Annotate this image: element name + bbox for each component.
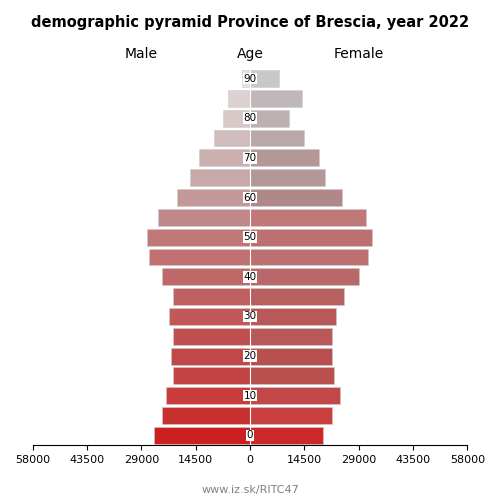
Text: 20: 20: [244, 351, 256, 361]
Bar: [162, 407, 250, 424]
Bar: [173, 368, 250, 384]
Bar: [250, 308, 336, 325]
Bar: [250, 189, 342, 206]
Bar: [170, 308, 250, 325]
Bar: [172, 348, 250, 364]
Bar: [228, 90, 250, 107]
Bar: [242, 70, 250, 87]
Bar: [177, 189, 250, 206]
Bar: [149, 248, 250, 266]
Bar: [250, 427, 323, 444]
Text: 0: 0: [247, 430, 254, 440]
Text: www.iz.sk/RITC47: www.iz.sk/RITC47: [201, 485, 299, 495]
Text: 60: 60: [244, 192, 256, 202]
Text: 10: 10: [244, 390, 256, 400]
Bar: [250, 268, 358, 285]
Bar: [250, 228, 372, 246]
Bar: [173, 328, 250, 344]
Bar: [162, 268, 250, 285]
Text: 30: 30: [244, 312, 256, 322]
Bar: [154, 427, 250, 444]
Bar: [250, 90, 302, 107]
Bar: [166, 388, 250, 404]
Bar: [250, 407, 332, 424]
Title: demographic pyramid Province of Brescia, year 2022: demographic pyramid Province of Brescia,…: [31, 15, 469, 30]
Bar: [250, 248, 368, 266]
Text: 40: 40: [244, 272, 256, 282]
Bar: [158, 209, 250, 226]
Bar: [147, 228, 250, 246]
Bar: [250, 70, 279, 87]
Bar: [250, 209, 366, 226]
Text: 90: 90: [244, 74, 256, 84]
Bar: [250, 348, 332, 364]
Bar: [223, 110, 250, 126]
Bar: [250, 288, 344, 305]
Bar: [214, 130, 250, 146]
Bar: [190, 170, 250, 186]
Bar: [200, 150, 250, 166]
Bar: [173, 288, 250, 305]
Bar: [250, 110, 290, 126]
Text: 70: 70: [244, 153, 256, 163]
Bar: [250, 368, 334, 384]
Bar: [250, 388, 340, 404]
Text: Age: Age: [236, 46, 264, 60]
Bar: [250, 150, 320, 166]
Text: 50: 50: [244, 232, 256, 242]
Bar: [250, 170, 325, 186]
Bar: [250, 328, 332, 344]
Text: Male: Male: [125, 46, 158, 60]
Text: 80: 80: [244, 113, 256, 123]
Text: Female: Female: [334, 46, 384, 60]
Bar: [250, 130, 304, 146]
